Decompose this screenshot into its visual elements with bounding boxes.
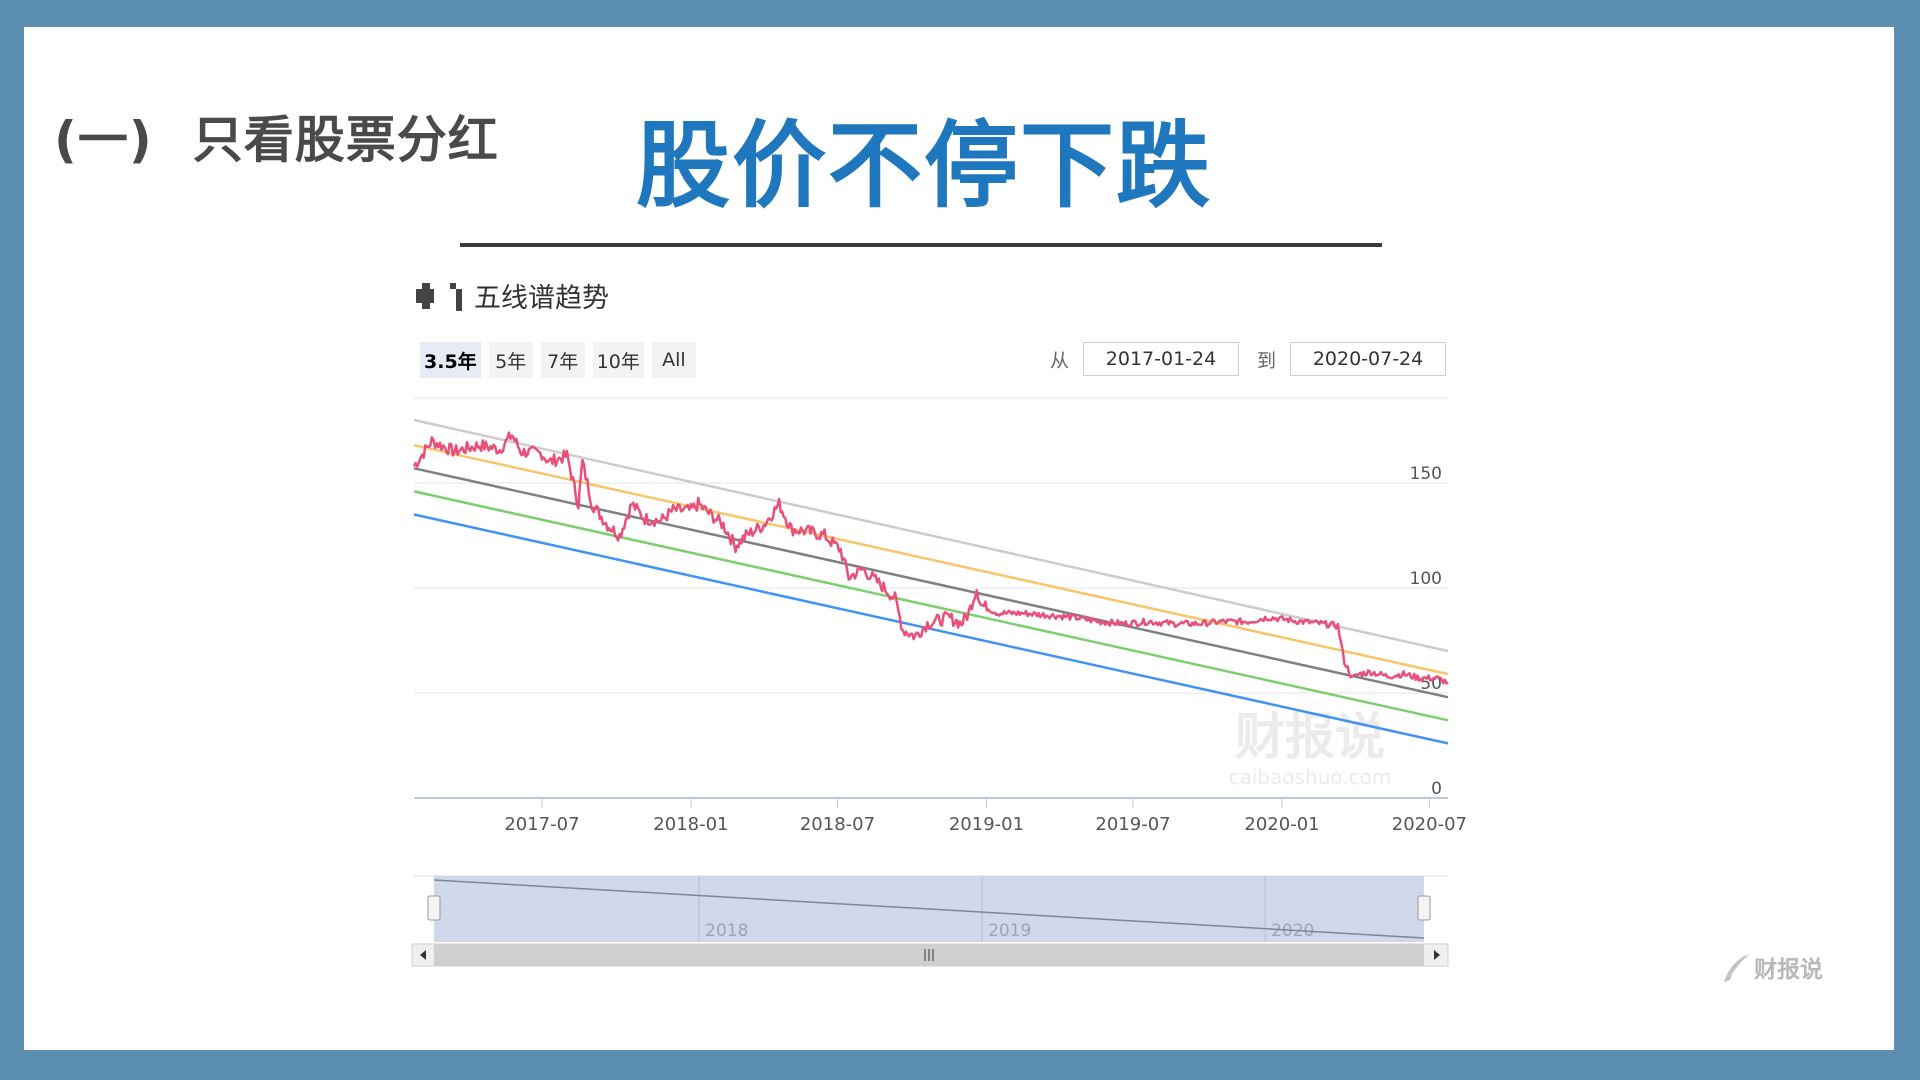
panel-title: 五线谱趋势 [414,276,609,315]
x-tick-label: 2020-01 [1244,814,1319,835]
trend-line-band-mid [413,467,1449,699]
brand-text: 财报说 [1754,957,1823,983]
x-tick-label: 2018-07 [800,814,875,835]
to-date-input[interactable] [1290,342,1447,376]
watermark-text: 财报说 [1235,708,1385,766]
navigator-right-handle[interactable] [1417,895,1431,921]
navigator-year-label: 2018 [705,921,748,941]
divider-line [460,243,1382,247]
section-heading: (一) 只看股票分红 [54,100,499,172]
feather-icon [1724,954,1750,982]
y-tick-label: 150 [1410,464,1442,484]
x-tick-label: 2020-07 [1392,814,1467,835]
from-label: 从 [1050,349,1070,372]
range-selector: 3.5年 5年 7年 10年 All [420,342,696,378]
range-button-5y[interactable]: 5年 [488,342,533,378]
scroll-right-arrow-icon[interactable] [1434,950,1440,960]
section-title: 只看股票分红 [192,111,499,169]
y-tick-label: 100 [1410,569,1442,589]
pixelated-logo-icon [414,281,470,311]
panel-title-text: 五线谱趋势 [474,283,609,314]
trend-line-band-lower [413,490,1449,722]
navigator-left-handle[interactable] [427,895,441,921]
range-button-all[interactable]: All [651,342,696,378]
navigator-series-line [433,879,1425,939]
trend-line-band-upper [413,443,1449,676]
to-label: 到 [1257,349,1277,372]
from-date-input[interactable] [1083,342,1240,376]
section-number: (一) [54,111,153,169]
navigator-year-label: 2019 [988,921,1031,941]
headline: 股价不停下跌 [636,112,1213,221]
x-tick-label: 2019-07 [1095,814,1170,835]
range-button-10y[interactable]: 10年 [592,342,644,378]
x-tick-label: 2019-01 [949,814,1024,835]
scroll-left-arrow-icon[interactable] [420,950,426,960]
price-line [412,431,1449,685]
range-button-7y[interactable]: 7年 [540,342,585,378]
x-tick-label: 2018-01 [653,814,728,835]
trend-line-band-top [413,418,1449,653]
x-tick-label: 2017-07 [504,814,579,835]
brand-logo: 财报说 [1720,950,1823,984]
watermark-domain: caibaoshuo.com [1229,765,1392,789]
date-range: 从 到 [1050,342,1447,376]
range-button-3-5y[interactable]: 3.5年 [420,342,481,378]
y-tick-label: 0 [1431,779,1442,799]
